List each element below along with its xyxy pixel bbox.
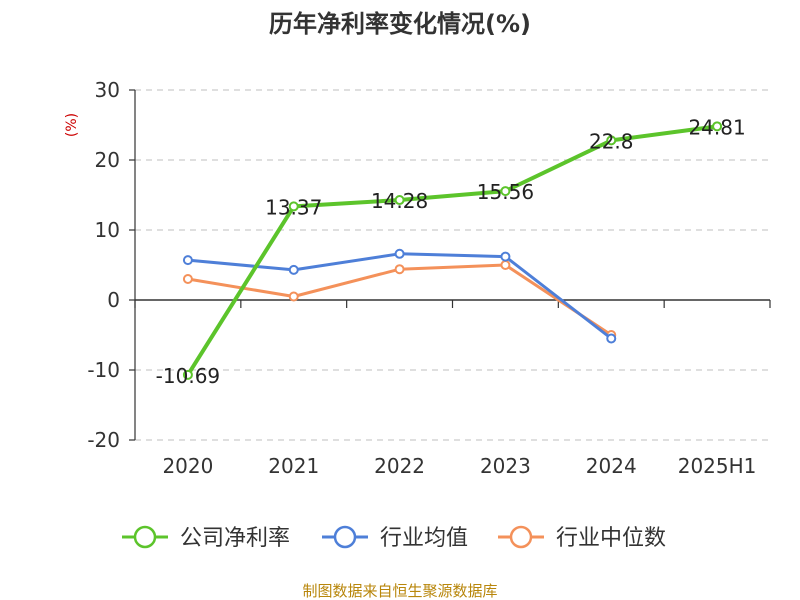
series-point — [394, 248, 405, 259]
series-line — [186, 124, 718, 376]
series-point — [500, 186, 511, 197]
x-tick-label: 2020 — [162, 454, 213, 478]
legend-swatch-marker — [133, 525, 157, 549]
legend-swatch-marker — [509, 525, 533, 549]
series-point — [288, 264, 299, 275]
series-point — [394, 264, 405, 275]
series-point — [288, 201, 299, 212]
data-label: 22.8 — [589, 129, 634, 153]
x-tick-label: 2025H1 — [678, 454, 757, 478]
axes: 30 20 10 0 -10 -20 2020 2021 2022 2023 2024 2025H1 — [87, 78, 771, 478]
series-point — [394, 195, 405, 206]
series-point — [182, 274, 193, 284]
data-labels: -10.69 13.37 14.28 15.56 22.8 24.81 — [156, 115, 746, 388]
legend-label: 行业均值 — [380, 526, 468, 551]
grid — [135, 89, 770, 441]
legend-label: 公司净利率 — [180, 526, 290, 551]
y-tick-label: 30 — [95, 78, 120, 102]
x-tick-label: 2021 — [268, 454, 319, 478]
series-point — [500, 251, 511, 262]
series-point — [288, 291, 299, 302]
legend-swatch-marker — [333, 525, 357, 549]
series-point — [606, 135, 617, 146]
data-label: 15.56 — [477, 180, 534, 204]
series-point — [712, 121, 723, 132]
data-label: 24.81 — [688, 115, 745, 139]
source-note: 制图数据来自恒生聚源数据库 — [302, 582, 497, 600]
data-label: 13.37 — [265, 195, 322, 219]
y-tick-label: -10 — [87, 358, 120, 382]
data-label: -10.69 — [156, 364, 220, 388]
series-point — [182, 369, 193, 380]
series-point — [500, 260, 511, 270]
y-axis-unit: (%) — [64, 113, 80, 137]
x-tick-label: 2022 — [374, 454, 425, 478]
y-tick-label: 20 — [95, 148, 120, 172]
series-point — [182, 255, 193, 266]
x-tick-label: 2023 — [480, 454, 531, 478]
data-label: 14.28 — [371, 189, 428, 213]
series-layer — [182, 121, 723, 380]
y-tick-label: 0 — [107, 288, 120, 312]
legend-label: 行业中位数 — [556, 526, 666, 551]
y-tick-label: 10 — [95, 218, 120, 242]
chart-title: 历年净利率变化情况(%) — [269, 10, 531, 38]
y-tick-label: -20 — [87, 428, 120, 452]
x-tick-label: 2024 — [586, 454, 637, 478]
legend: 公司净利率 行业均值 行业中位数 — [122, 525, 666, 551]
series-point — [606, 333, 617, 344]
